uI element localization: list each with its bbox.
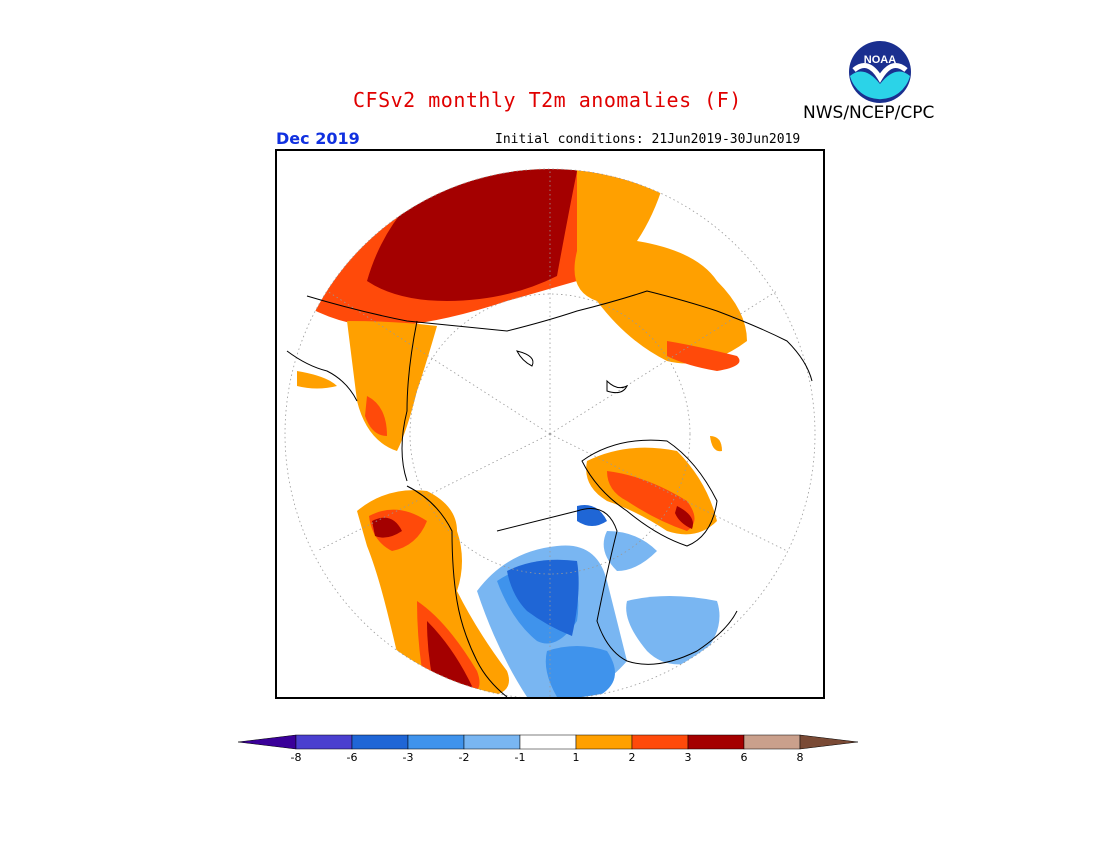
colorbar-tick-label: 3 <box>684 751 692 764</box>
colorbar-svg <box>237 734 859 750</box>
anomaly-region <box>577 505 607 526</box>
colorbar-tick-label: 6 <box>740 751 748 764</box>
anomaly-region <box>603 531 657 571</box>
colorbar-bin <box>351 734 409 750</box>
anomaly-region <box>297 371 337 389</box>
map-canvas <box>284 168 816 697</box>
colorbar-bin <box>631 734 689 750</box>
polar-map <box>275 149 825 699</box>
colorbar <box>237 733 862 755</box>
coastline <box>581 439 718 547</box>
colorbar-tick-label: -3 <box>402 751 414 764</box>
colorbar-bin <box>519 734 577 750</box>
coastline <box>286 350 358 402</box>
colorbar-tick-label: -2 <box>458 751 470 764</box>
colorbar-tick-label: 2 <box>628 751 636 764</box>
latitude-circle <box>409 293 691 575</box>
anomaly-region <box>675 506 693 529</box>
meridian <box>326 290 551 435</box>
coastline <box>406 485 508 697</box>
anomaly-region <box>777 271 807 311</box>
colorbar-tick-label: -8 <box>290 751 302 764</box>
colorbar-tick-label: -6 <box>346 751 358 764</box>
colorbar-bin <box>463 734 521 750</box>
meridian <box>316 433 551 552</box>
colorbar-tick-label: -1 <box>514 751 526 764</box>
anomaly-region <box>545 646 615 697</box>
noaa-logo-text: NOAA <box>864 54 896 66</box>
colorbar-bin <box>687 734 745 750</box>
anomaly-region <box>507 559 579 636</box>
anomaly-region <box>365 396 387 436</box>
organization-label: NWS/NCEP/CPC <box>803 103 935 123</box>
colorbar-tick-label: 1 <box>572 751 580 764</box>
coastline <box>306 290 813 382</box>
colorbar-bin <box>407 734 465 750</box>
anomaly-region <box>626 596 720 665</box>
initial-conditions: Initial conditions: 21Jun2019-30Jun2019 <box>495 132 801 147</box>
coastline <box>516 350 534 367</box>
coastline <box>496 508 738 665</box>
latitude-circle <box>284 168 816 697</box>
colorbar-bin <box>575 734 633 750</box>
colorbar-bin <box>237 734 297 750</box>
colorbar-tick-label: 8 <box>796 751 804 764</box>
map-title: CFSv2 monthly T2m anomalies (F) <box>353 88 742 112</box>
anomaly-region <box>574 169 747 364</box>
anomaly-region <box>667 341 740 371</box>
valid-month: Dec 2019 <box>276 129 360 148</box>
colorbar-bin <box>743 734 801 750</box>
noaa-logo: NOAA <box>848 40 912 104</box>
colorbar-bin <box>295 734 353 750</box>
anomaly-region <box>367 169 577 301</box>
colorbar-bin <box>799 734 859 750</box>
anomaly-region <box>710 436 722 452</box>
anomaly-region <box>347 321 437 451</box>
coastline <box>606 379 629 394</box>
anomaly-region <box>372 517 402 538</box>
anomaly-region <box>607 471 695 531</box>
coastline <box>401 320 418 482</box>
